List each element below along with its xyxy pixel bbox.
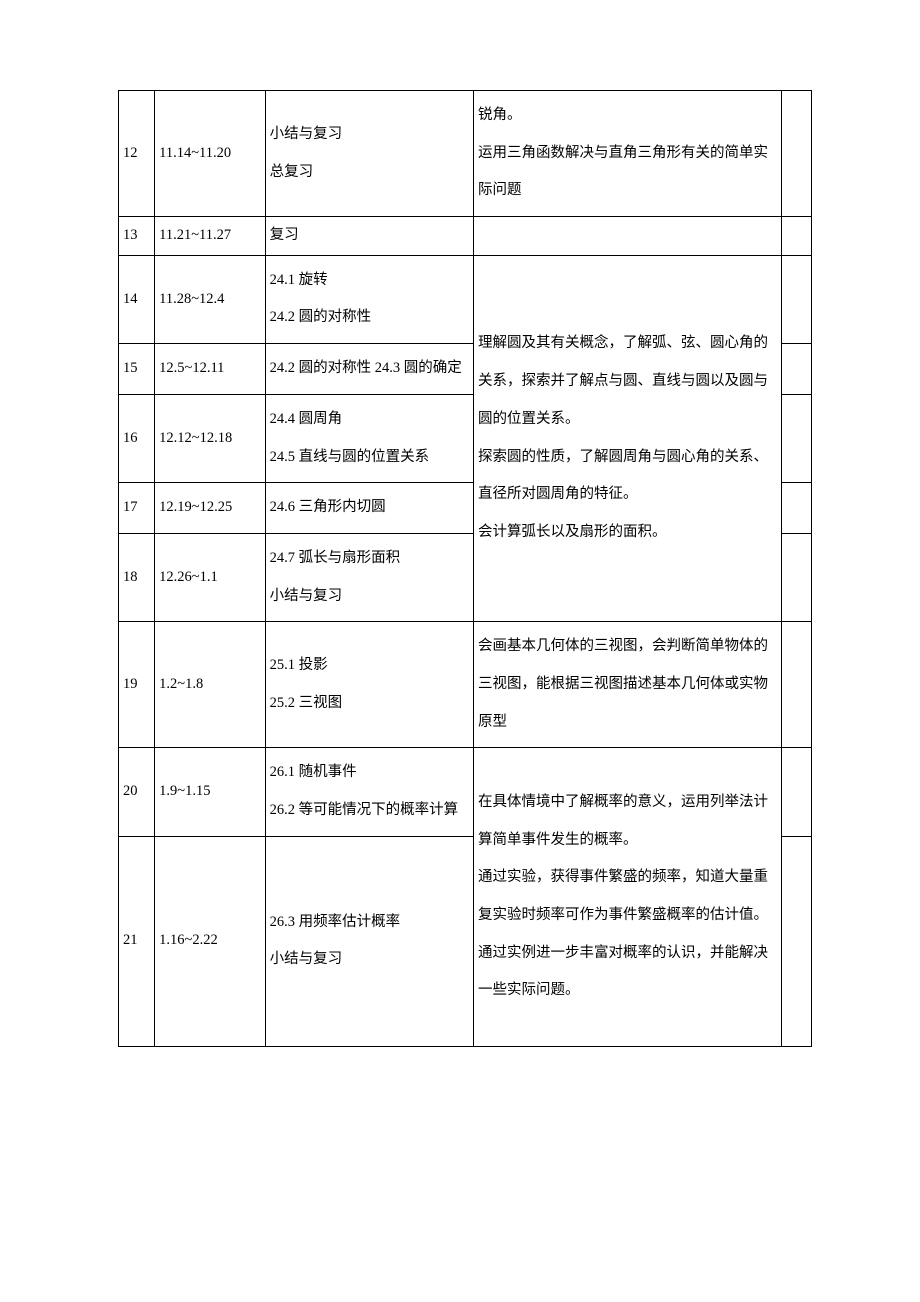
week-cell: 13 xyxy=(119,217,155,256)
goals-cell: 锐角。 运用三角函数解决与直角三角形有关的简单实际问题 xyxy=(473,91,781,217)
week-cell: 17 xyxy=(119,483,155,534)
table-row: 19 1.2~1.8 25.1 投影 25.2 三视图 会画基本几何体的三视图，… xyxy=(119,622,812,748)
content-cell: 24.6 三角形内切圆 xyxy=(265,483,473,534)
content-line: 24.4 圆周角 xyxy=(270,401,469,439)
table-row: 20 1.9~1.15 26.1 随机事件 26.2 等可能情况下的概率计算 在… xyxy=(119,748,812,836)
goals-cell xyxy=(473,217,781,256)
week-cell: 20 xyxy=(119,748,155,836)
table-row: 12 11.14~11.20 小结与复习 总复习 锐角。 运用三角函数解决与直角… xyxy=(119,91,812,217)
week-cell: 18 xyxy=(119,533,155,621)
content-cell: 26.1 随机事件 26.2 等可能情况下的概率计算 xyxy=(265,748,473,836)
week-cell: 14 xyxy=(119,255,155,343)
dates-cell: 1.16~2.22 xyxy=(155,836,266,1046)
note-cell xyxy=(782,483,812,534)
dates-cell: 12.26~1.1 xyxy=(155,533,266,621)
week-cell: 15 xyxy=(119,344,155,395)
content-line: 25.2 三视图 xyxy=(270,685,469,723)
content-line: 26.1 随机事件 xyxy=(270,754,469,792)
content-line: 小结与复习 xyxy=(270,578,469,616)
content-cell: 24.1 旋转 24.2 圆的对称性 xyxy=(265,255,473,343)
week-cell: 21 xyxy=(119,836,155,1046)
dates-cell: 12.12~12.18 xyxy=(155,394,266,482)
dates-cell: 12.5~12.11 xyxy=(155,344,266,395)
content-cell: 24.4 圆周角 24.5 直线与圆的位置关系 xyxy=(265,394,473,482)
content-line: 24.1 旋转 xyxy=(270,262,469,300)
note-cell xyxy=(782,836,812,1046)
content-cell: 小结与复习 总复习 xyxy=(265,91,473,217)
goals-cell-merged: 在具体情境中了解概率的意义，运用列举法计算简单事件发生的概率。 通过实验，获得事… xyxy=(473,748,781,1046)
dates-cell: 11.14~11.20 xyxy=(155,91,266,217)
goals-text: 在具体情境中了解概率的意义，运用列举法计算简单事件发生的概率。 xyxy=(478,784,777,859)
content-line: 小结与复习 xyxy=(270,941,469,979)
content-cell: 24.2 圆的对称性 24.3 圆的确定 xyxy=(265,344,473,395)
note-cell xyxy=(782,622,812,748)
goals-text: 探索圆的性质，了解圆周角与圆心角的关系、直径所对圆周角的特征。 xyxy=(478,439,777,514)
goals-text: 会计算弧长以及扇形的面积。 xyxy=(478,514,777,552)
table-row: 13 11.21~11.27 复习 xyxy=(119,217,812,256)
note-cell xyxy=(782,255,812,343)
note-cell xyxy=(782,394,812,482)
content-cell: 25.1 投影 25.2 三视图 xyxy=(265,622,473,748)
note-cell xyxy=(782,217,812,256)
goals-text: 通过实例进一步丰富对概率的认识，并能解决一些实际问题。 xyxy=(478,935,777,1010)
week-cell: 16 xyxy=(119,394,155,482)
note-cell xyxy=(782,344,812,395)
note-cell xyxy=(782,748,812,836)
note-cell xyxy=(782,91,812,217)
content-cell: 复习 xyxy=(265,217,473,256)
dates-cell: 11.21~11.27 xyxy=(155,217,266,256)
dates-cell: 1.2~1.8 xyxy=(155,622,266,748)
content-line: 26.3 用频率估计概率 xyxy=(270,904,469,942)
content-line: 总复习 xyxy=(270,154,469,192)
note-cell xyxy=(782,533,812,621)
dates-cell: 12.19~12.25 xyxy=(155,483,266,534)
goals-cell-merged: 理解圆及其有关概念，了解弧、弦、圆心角的关系，探索并了解点与圆、直线与圆以及圆与… xyxy=(473,255,781,622)
schedule-table: 12 11.14~11.20 小结与复习 总复习 锐角。 运用三角函数解决与直角… xyxy=(118,90,812,1047)
week-cell: 12 xyxy=(119,91,155,217)
content-line: 25.1 投影 xyxy=(270,647,469,685)
content-line: 小结与复习 xyxy=(270,116,469,154)
content-line: 24.5 直线与圆的位置关系 xyxy=(270,439,469,477)
table-row: 14 11.28~12.4 24.1 旋转 24.2 圆的对称性 理解圆及其有关… xyxy=(119,255,812,343)
content-line: 24.7 弧长与扇形面积 xyxy=(270,540,469,578)
dates-cell: 1.9~1.15 xyxy=(155,748,266,836)
week-cell: 19 xyxy=(119,622,155,748)
content-cell: 26.3 用频率估计概率 小结与复习 xyxy=(265,836,473,1046)
content-line: 26.2 等可能情况下的概率计算 xyxy=(270,792,469,830)
goals-line: 锐角。 xyxy=(478,97,777,135)
content-line: 24.2 圆的对称性 xyxy=(270,299,469,337)
content-cell: 24.7 弧长与扇形面积 小结与复习 xyxy=(265,533,473,621)
goals-text: 通过实验，获得事件繁盛的频率，知道大量重复实验时频率可作为事件繁盛概率的估计值。 xyxy=(478,859,777,934)
goals-cell: 会画基本几何体的三视图，会判断简单物体的三视图，能根据三视图描述基本几何体或实物… xyxy=(473,622,781,748)
goals-text: 理解圆及其有关概念，了解弧、弦、圆心角的关系，探索并了解点与圆、直线与圆以及圆与… xyxy=(478,325,777,438)
dates-cell: 11.28~12.4 xyxy=(155,255,266,343)
goals-line: 运用三角函数解决与直角三角形有关的简单实际问题 xyxy=(478,135,777,210)
